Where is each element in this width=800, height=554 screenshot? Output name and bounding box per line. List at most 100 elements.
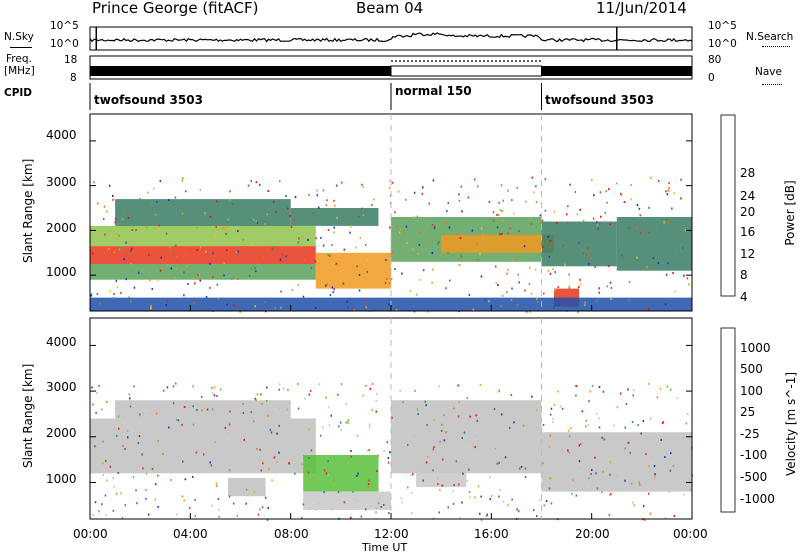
heatmap-speckle xyxy=(561,449,564,451)
heatmap-speckle xyxy=(441,484,443,487)
heatmap-speckle xyxy=(216,283,219,286)
heatmap-speckle xyxy=(166,300,169,303)
heatmap-speckle xyxy=(259,508,261,511)
heatmap-speckle xyxy=(564,263,566,266)
heatmap-speckle xyxy=(627,388,629,391)
heatmap-speckle xyxy=(356,434,359,437)
heatmap-speckle xyxy=(431,224,434,226)
heatmap-speckle xyxy=(516,304,519,307)
heatmap-speckle xyxy=(539,499,541,502)
heatmap-speckle xyxy=(337,393,339,396)
heatmap-speckle xyxy=(232,405,234,408)
heatmap-speckle xyxy=(597,227,599,230)
vel-cbar-tick-m500: -500 xyxy=(740,470,768,484)
heatmap-speckle xyxy=(183,499,185,502)
heatmap-speckle xyxy=(356,265,358,268)
heatmap-speckle xyxy=(632,389,635,392)
heatmap-speckle xyxy=(600,215,602,218)
power-cbar-tick-16: 16 xyxy=(740,225,756,239)
heatmap-speckle xyxy=(347,419,350,422)
heatmap-speckle xyxy=(530,222,533,225)
heatmap-speckle xyxy=(517,273,520,276)
heatmap-speckle xyxy=(175,267,177,270)
heatmap-speckle xyxy=(262,307,264,310)
nsearch-legend-line xyxy=(762,46,790,47)
heatmap-speckle xyxy=(553,403,556,406)
heatmap-speckle xyxy=(480,275,483,278)
heatmap-speckle xyxy=(325,204,327,207)
heatmap-speckle xyxy=(350,516,352,519)
heatmap-speckle xyxy=(196,226,198,229)
heatmap-speckle xyxy=(266,399,268,402)
heatmap-speckle xyxy=(479,512,481,515)
heatmap-speckle xyxy=(333,199,335,202)
heatmap-speckle xyxy=(481,233,484,236)
heatmap-speckle xyxy=(196,409,198,411)
heatmap-speckle xyxy=(684,229,687,232)
heatmap-speckle xyxy=(349,231,351,234)
heatmap-speckle xyxy=(578,241,580,244)
heatmap-speckle xyxy=(314,260,317,263)
heatmap-speckle xyxy=(106,401,108,403)
heatmap-speckle xyxy=(185,190,187,193)
heatmap-speckle xyxy=(509,227,511,230)
heatmap-speckle xyxy=(260,469,262,472)
heatmap-speckle xyxy=(154,483,157,486)
heatmap-speckle xyxy=(416,408,419,411)
heatmap-speckle xyxy=(681,247,684,249)
heatmap-speckle xyxy=(595,299,598,302)
heatmap-speckle xyxy=(421,192,424,195)
heatmap-speckle xyxy=(233,304,235,307)
heatmap-speckle xyxy=(308,194,310,196)
heatmap-speckle xyxy=(471,229,474,232)
heatmap-speckle xyxy=(667,189,670,192)
heatmap-speckle xyxy=(133,385,135,388)
heatmap-speckle xyxy=(624,426,626,429)
heatmap-speckle xyxy=(578,286,580,289)
heatmap-speckle xyxy=(587,247,589,250)
heatmap-speckle xyxy=(523,245,526,248)
heatmap-speckle xyxy=(417,253,419,255)
heatmap-speckle xyxy=(166,264,169,267)
heatmap-speckle xyxy=(281,455,283,458)
heatmap-speckle xyxy=(355,246,357,249)
heatmap-speckle xyxy=(668,221,670,224)
heatmap-speckle xyxy=(122,247,124,250)
heatmap-speckle xyxy=(498,389,500,392)
heatmap-speckle xyxy=(383,450,385,453)
heatmap-speckle xyxy=(535,185,537,188)
heatmap-speckle xyxy=(316,194,318,197)
heatmap-speckle xyxy=(259,448,261,451)
heatmap-speckle xyxy=(304,397,306,400)
heatmap-speckle xyxy=(530,292,533,295)
heatmap-speckle xyxy=(598,417,600,420)
xtick-2400: 00:00 xyxy=(673,527,708,541)
heatmap-speckle xyxy=(303,259,306,262)
heatmap-speckle xyxy=(286,408,288,411)
heatmap-speckle xyxy=(425,404,427,407)
heatmap-speckle xyxy=(582,219,585,222)
heatmap-speckle xyxy=(441,423,443,426)
heatmap-cell-power xyxy=(115,199,291,226)
heatmap-speckle xyxy=(439,440,441,443)
heatmap-speckle xyxy=(229,410,231,413)
freq-band-2 xyxy=(390,65,542,77)
heatmap-speckle xyxy=(613,424,615,427)
heatmap-speckle xyxy=(380,505,382,508)
heatmap-speckle xyxy=(98,510,100,513)
heatmap-speckle xyxy=(422,269,425,272)
heatmap-speckle xyxy=(616,474,618,477)
heatmap-speckle xyxy=(601,491,603,494)
heatmap-speckle xyxy=(477,485,480,488)
heatmap-speckle xyxy=(539,214,542,217)
heatmap-speckle xyxy=(135,489,137,492)
heatmap-speckle xyxy=(568,284,570,287)
heatmap-speckle xyxy=(669,469,672,472)
heatmap-speckle xyxy=(307,471,310,474)
heatmap-speckle xyxy=(659,387,662,390)
heatmap-speckle xyxy=(385,259,387,261)
heatmap-speckle xyxy=(264,496,267,499)
heatmap-speckle xyxy=(453,407,455,410)
heatmap-speckle xyxy=(280,306,282,309)
heatmap-speckle xyxy=(433,446,435,448)
